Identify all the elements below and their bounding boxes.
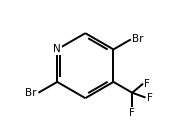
Text: F: F (147, 93, 153, 103)
Text: Br: Br (25, 88, 37, 98)
Text: Br: Br (133, 34, 144, 44)
Text: N: N (53, 44, 61, 54)
Text: F: F (129, 108, 135, 118)
Text: F: F (144, 79, 150, 89)
